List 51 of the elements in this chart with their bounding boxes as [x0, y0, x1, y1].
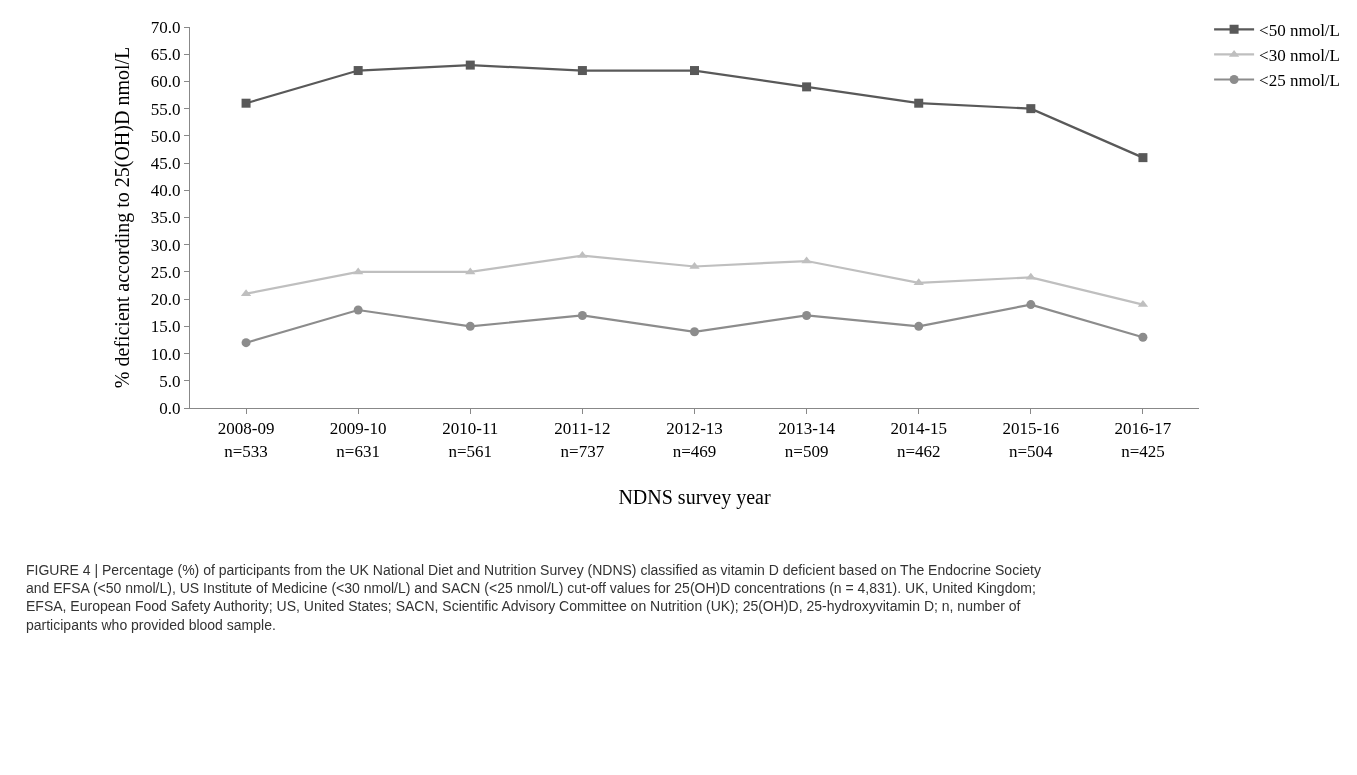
point	[914, 98, 924, 108]
y-tick-label: 15.0	[150, 317, 181, 337]
x-tick-label: 2009-10 n=631	[329, 419, 387, 461]
y-tick-label: 50.0	[150, 126, 181, 146]
y-tick-label: 5.0	[159, 371, 181, 391]
y-tick-label: 45.0	[150, 154, 181, 174]
y-tick-label: 35.0	[150, 208, 181, 228]
point	[913, 278, 924, 286]
legend-label: <30 nmol/L	[1259, 46, 1340, 66]
point	[353, 66, 363, 76]
point	[241, 98, 251, 108]
point	[1026, 104, 1036, 114]
point	[689, 261, 700, 269]
point	[690, 327, 699, 337]
x-tick-label: 2016-17 n=425	[1114, 419, 1172, 461]
y-tick-label: 30.0	[150, 235, 181, 255]
y-tick-label: 60.0	[150, 72, 181, 92]
x-tick-label: 2010-11 n=561	[442, 419, 499, 461]
point	[465, 321, 475, 331]
point	[1138, 332, 1148, 342]
x-tick-label: 2014-15 n=462	[890, 419, 948, 461]
legend-label: <50 nmol/L	[1259, 20, 1340, 40]
point	[802, 310, 812, 320]
y-tick-label: 40.0	[150, 181, 181, 201]
caption: FIGURE 4 | Percentage (%) of participants from the UK National Diet and Nutrition Survey (NDNS) classified as vitamin D deficient based on The Endocrine Society and EFSA (<50 nmol/L), US Institute of Medicine (<30 nmol/L) and SACN (<25 nmol/L) cut-off values for 25(OH)D concentrations (n = 4,831). UK, United Kingdom; EFSA, European Food Safety Authority; US, United States; SACN, Scientific Advisory Committee on Nutrition (UK); 25(OH)D, 25-hydroxyvitamin D; n, number of participants who provided blood sample.	[26, 562, 1041, 633]
y-tick-label: 55.0	[150, 99, 181, 119]
point	[577, 66, 587, 76]
point	[465, 60, 475, 70]
point	[465, 267, 476, 275]
point	[1138, 153, 1148, 163]
point	[690, 66, 699, 76]
y-tick-label: 20.0	[150, 290, 181, 310]
point	[353, 305, 363, 315]
y-tick-label: 0.0	[159, 398, 181, 418]
x-tick-label: 2008-09 n=533	[217, 419, 275, 461]
x-tick-label: 2015-16 n=504	[1002, 419, 1060, 461]
point	[577, 310, 587, 320]
x-tick-label: 2012-13 n=469	[666, 419, 723, 461]
point	[914, 321, 924, 331]
y-tick-label: 10.0	[150, 344, 181, 364]
point	[1026, 300, 1036, 310]
point	[802, 82, 812, 92]
y-axis-title: % deficient according to 25(OH)D nmol/L	[111, 46, 135, 389]
y-tick-label: 65.0	[150, 45, 181, 65]
x-axis-title: NDNS survey year	[618, 486, 771, 509]
point	[241, 338, 251, 348]
x-tick-label: 2013-14 n=509	[778, 419, 836, 461]
x-tick-label: 2011-12 n=737	[554, 419, 611, 461]
y-tick-label: 25.0	[150, 262, 181, 282]
y-tick-label: 70.0	[150, 17, 181, 37]
legend-label: <25 nmol/L	[1259, 71, 1340, 91]
